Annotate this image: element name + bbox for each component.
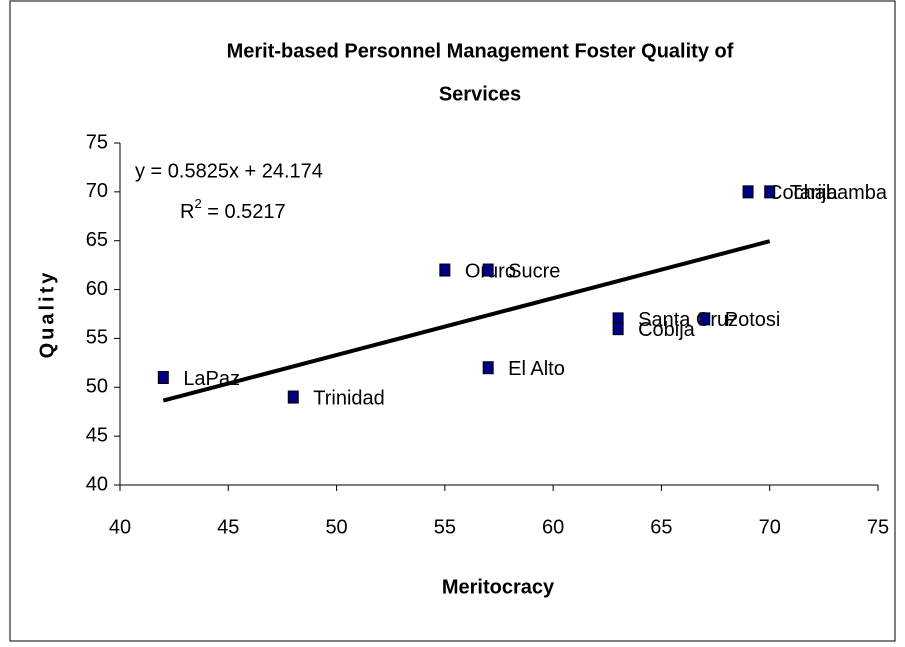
point (699, 312, 711, 326)
chart-frame (9, 0, 896, 642)
x-tick-label: 75 (867, 516, 889, 538)
point (742, 185, 754, 199)
y-tick-label: 50 (86, 376, 108, 398)
point (612, 322, 624, 336)
point-label: El Alto (508, 358, 565, 380)
point-label: Cobija (638, 319, 696, 341)
point (439, 263, 451, 277)
y-tick-label: 40 (86, 473, 108, 495)
trend-equation: y = 0.5825x + 24.174 (135, 160, 323, 182)
y-tick-label: 55 (86, 327, 108, 349)
y-tick-label: 65 (86, 229, 108, 251)
x-tick-label: 45 (217, 516, 239, 538)
point-label: Sucre (508, 260, 560, 282)
point-label: Potosi (725, 309, 781, 331)
point-label: Cochabamba (768, 182, 888, 204)
point-label: Tarija (790, 182, 839, 204)
x-tick-label: 50 (325, 516, 347, 538)
x-tick-label: 65 (650, 516, 672, 538)
r2-sup: 2 (194, 196, 201, 211)
point-label: Trinidad (313, 387, 385, 409)
x-tick-label: 55 (434, 516, 456, 538)
r2-rest: = 0.5217 (202, 201, 286, 223)
point-label: Santa Cruz (638, 309, 738, 331)
point (482, 263, 494, 277)
x-tick-label: 70 (759, 516, 781, 538)
point (157, 371, 169, 385)
chart-title: Services (439, 83, 521, 105)
point (482, 361, 494, 375)
x-tick-label: 40 (109, 516, 131, 538)
y-tick-label: 75 (86, 131, 108, 153)
point (764, 185, 776, 199)
trendline (162, 239, 771, 403)
y-axis-label: Quality (36, 270, 58, 359)
trend-r-squared: R2 = 0.5217 (180, 196, 286, 223)
point-label: LaPaz (183, 368, 240, 390)
x-axis-label: Meritocracy (442, 576, 555, 598)
y-tick-label: 45 (86, 424, 108, 446)
chart-title: Merit-based Personnel Management Foster … (227, 40, 734, 62)
x-tick-label: 60 (542, 516, 564, 538)
r2-base: R (180, 201, 194, 223)
y-tick-label: 70 (86, 180, 108, 202)
point (287, 390, 299, 404)
y-tick-label: 60 (86, 278, 108, 300)
